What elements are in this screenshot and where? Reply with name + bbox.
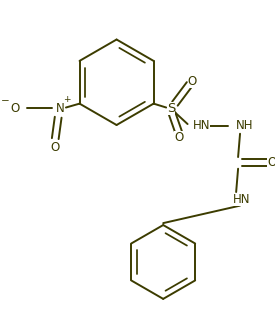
Text: O: O	[188, 75, 197, 88]
Text: O: O	[10, 102, 19, 115]
Text: S: S	[167, 102, 175, 115]
Text: N: N	[56, 102, 65, 115]
Text: O: O	[268, 156, 275, 169]
Text: O: O	[174, 131, 183, 144]
Text: O: O	[51, 141, 60, 154]
Text: HN: HN	[192, 120, 210, 133]
Text: −: −	[1, 96, 10, 106]
Text: NH: NH	[236, 120, 254, 133]
Text: +: +	[63, 95, 71, 104]
Text: HN: HN	[233, 193, 251, 206]
